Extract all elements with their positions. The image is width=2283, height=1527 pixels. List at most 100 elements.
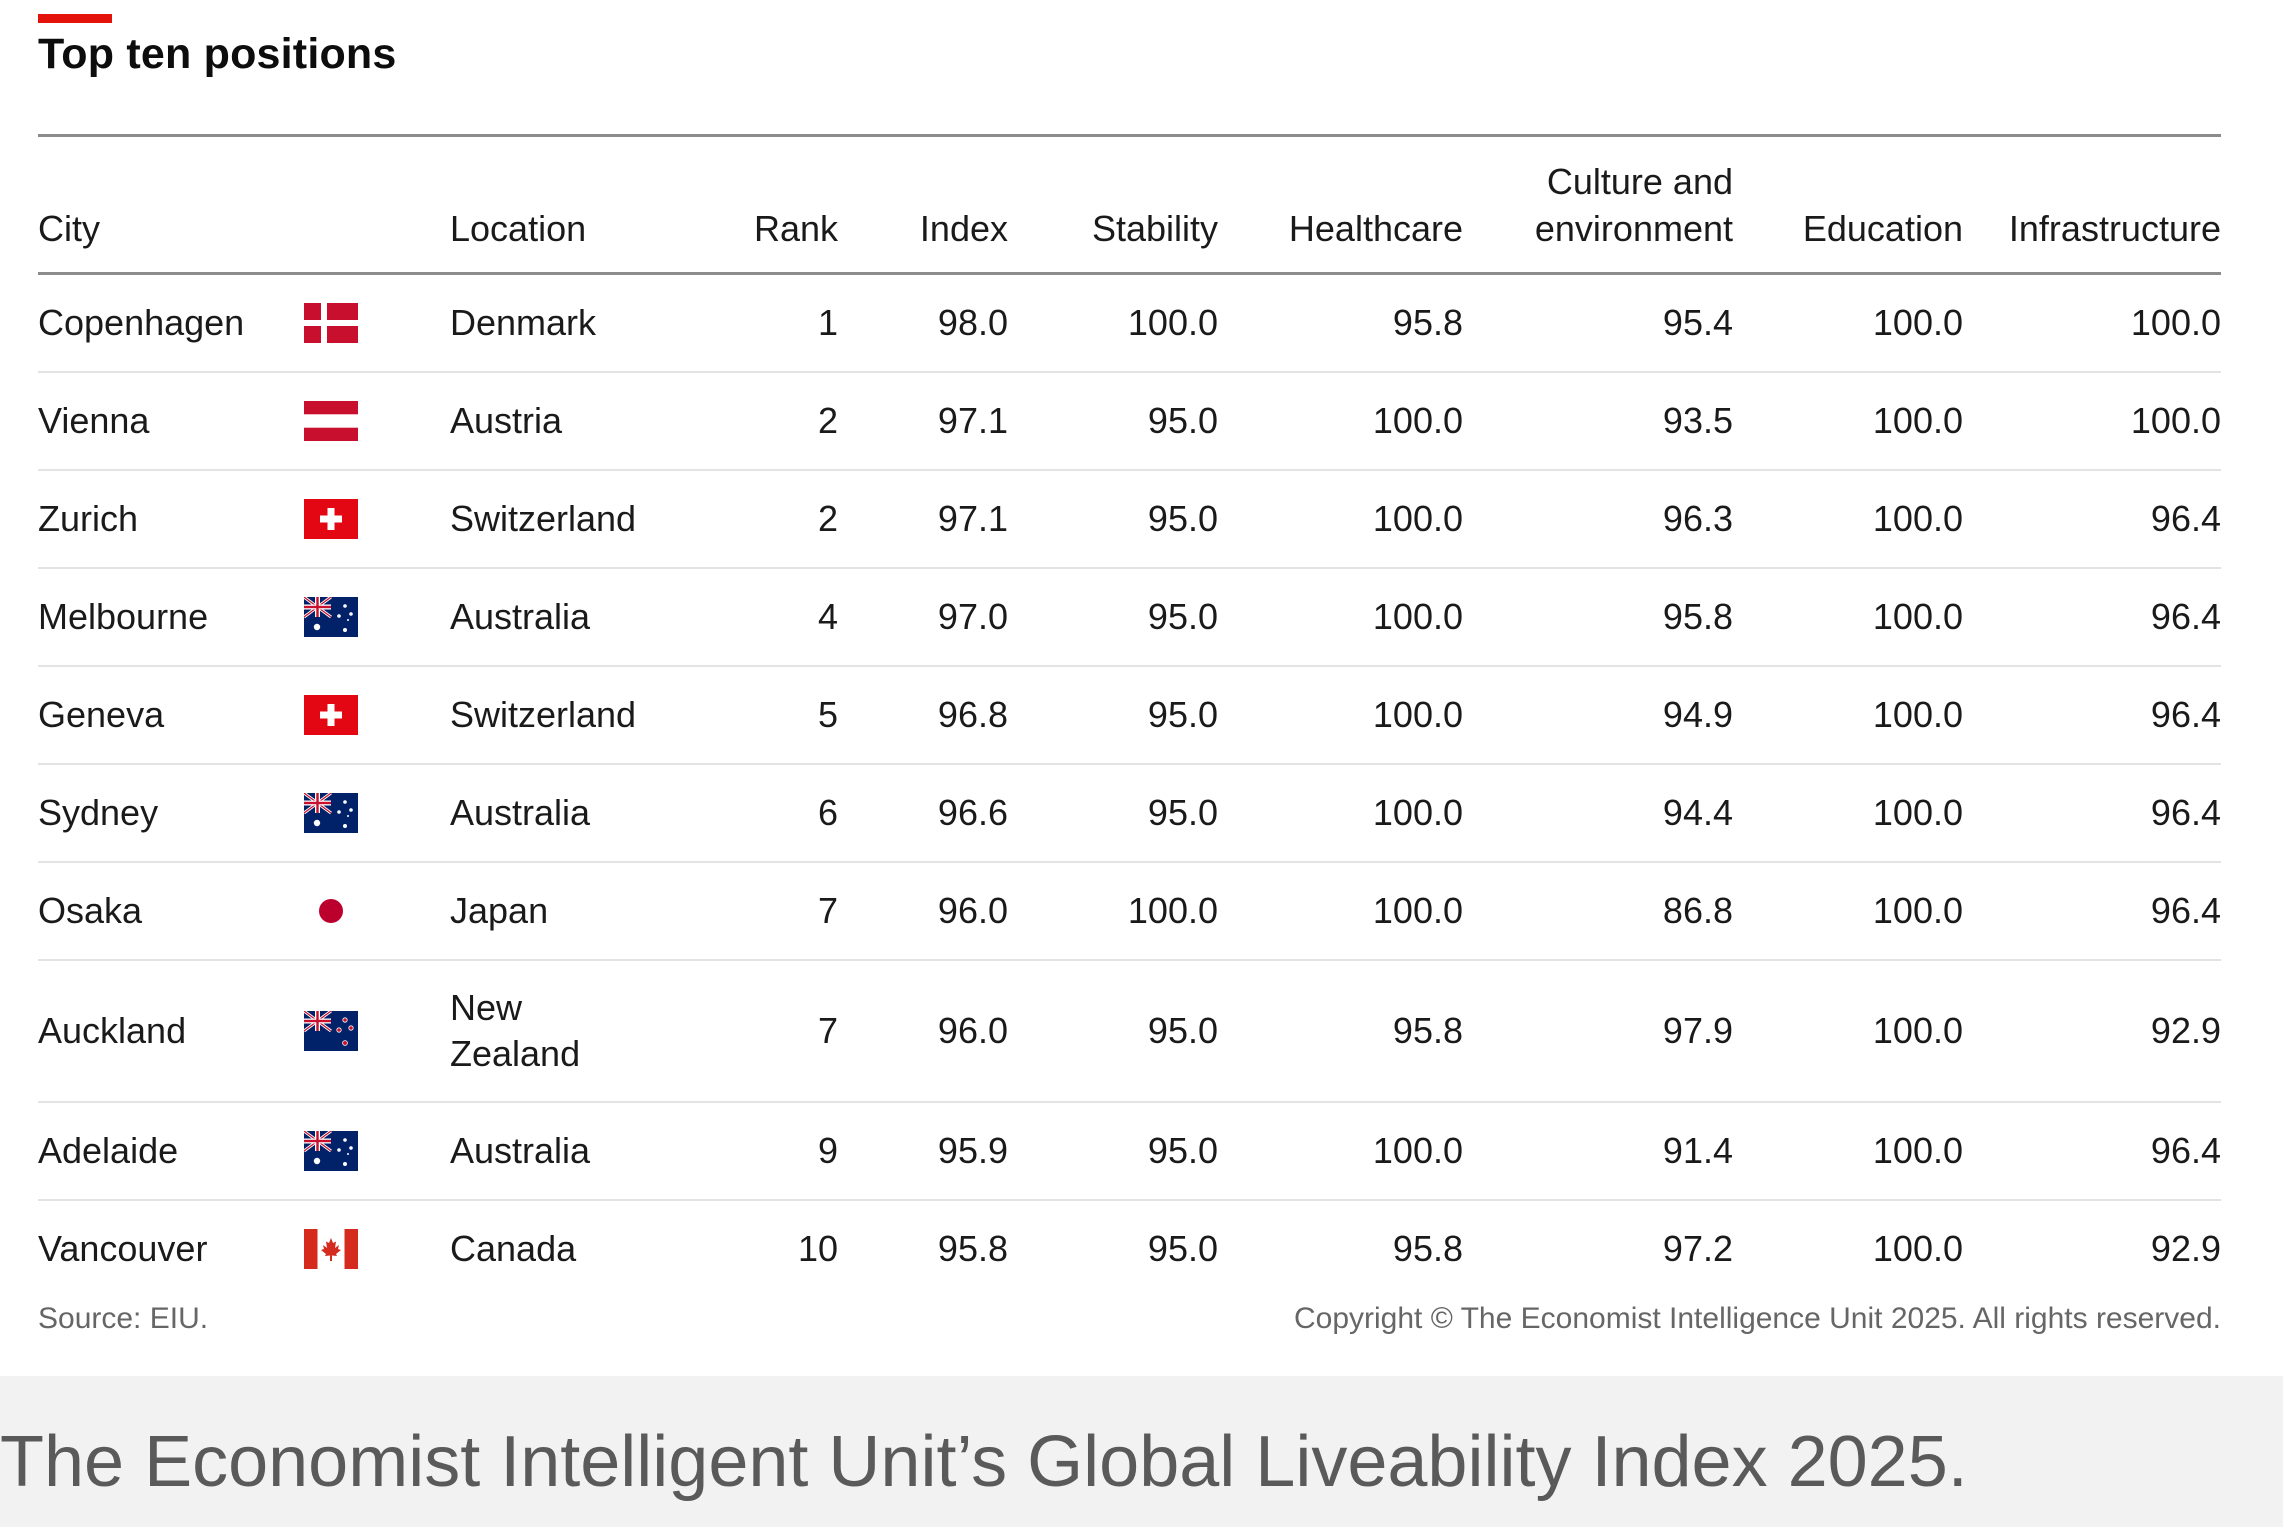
denmark-flag-icon — [304, 303, 358, 343]
stability-cell: 95.0 — [1147, 400, 1218, 441]
table-row: Zurich Switzerland 2 97.1 95.0 100.0 96.… — [38, 471, 2221, 569]
culture-cell: 86.8 — [1662, 890, 1733, 931]
education-cell: 100.0 — [1872, 596, 1963, 637]
rank-cell: 1 — [817, 302, 838, 343]
healthcare-cell: 100.0 — [1372, 694, 1463, 735]
education-cell: 100.0 — [1872, 792, 1963, 833]
infrastructure-cell: 96.4 — [2150, 498, 2221, 539]
stability-cell: 95.0 — [1147, 1130, 1218, 1171]
header-location: Location — [450, 208, 587, 249]
city-cell: Copenhagen — [38, 302, 245, 343]
accent-bar — [38, 14, 112, 23]
header-culture-line2: environment — [1534, 208, 1733, 249]
location-cell: Australia — [450, 792, 591, 833]
table-row: Adelaide Australia 9 95.9 95.0 100.0 91.… — [38, 1103, 2221, 1201]
header-index: Index — [919, 208, 1008, 249]
table-row: Auckland New Zealand 7 96.0 95.0 95.8 97… — [38, 961, 2221, 1103]
stability-cell: 95.0 — [1147, 498, 1218, 539]
rank-cell: 7 — [817, 890, 838, 931]
table-row: Geneva Switzerland 5 96.8 95.0 100.0 94.… — [38, 667, 2221, 765]
culture-cell: 95.4 — [1662, 302, 1733, 343]
source-note: Source: EIU. — [38, 1302, 209, 1335]
australia-flag-icon — [304, 793, 358, 833]
education-cell: 100.0 — [1872, 302, 1963, 343]
healthcare-cell: 100.0 — [1372, 890, 1463, 931]
city-cell: Vienna — [38, 400, 150, 441]
index-cell: 97.0 — [937, 596, 1008, 637]
index-cell: 97.1 — [937, 498, 1008, 539]
city-cell: Auckland — [38, 1010, 187, 1051]
rank-cell: 5 — [817, 694, 838, 735]
location-cell: Australia — [450, 596, 591, 637]
culture-cell: 94.4 — [1662, 792, 1733, 833]
table-row: Melbourne Australia 4 97.0 95.0 100.0 95… — [38, 569, 2221, 667]
austria-flag-icon — [304, 401, 358, 441]
index-cell: 97.1 — [937, 400, 1008, 441]
location-cell: Canada — [450, 1228, 577, 1269]
top-rule — [38, 134, 2221, 137]
education-cell: 100.0 — [1872, 498, 1963, 539]
healthcare-cell: 100.0 — [1372, 498, 1463, 539]
city-cell: Zurich — [38, 498, 139, 539]
table-row: Sydney Australia 6 96.6 95.0 100.0 94.4 … — [38, 765, 2221, 863]
header-rule — [38, 272, 2221, 275]
rank-cell: 7 — [817, 1010, 838, 1051]
education-cell: 100.0 — [1872, 1130, 1963, 1171]
city-cell: Geneva — [38, 694, 165, 735]
education-cell: 100.0 — [1872, 400, 1963, 441]
culture-cell: 91.4 — [1662, 1130, 1733, 1171]
healthcare-cell: 95.8 — [1392, 302, 1463, 343]
healthcare-cell: 95.8 — [1392, 1010, 1463, 1051]
culture-cell: 95.8 — [1662, 596, 1733, 637]
australia-flag-icon — [304, 1131, 358, 1171]
healthcare-cell: 100.0 — [1372, 1130, 1463, 1171]
rank-cell: 6 — [817, 792, 838, 833]
rank-cell: 2 — [817, 498, 838, 539]
culture-cell: 93.5 — [1662, 400, 1733, 441]
new-zealand-flag-icon — [304, 1011, 358, 1051]
index-cell: 96.0 — [937, 1010, 1008, 1051]
table-row: Vancouver Canada 10 95.8 95.0 95.8 97.2 … — [38, 1201, 2221, 1297]
index-cell: 95.9 — [937, 1130, 1008, 1171]
culture-cell: 97.9 — [1662, 1010, 1733, 1051]
switzerland-flag-icon — [304, 695, 358, 735]
education-cell: 100.0 — [1872, 1228, 1963, 1269]
culture-cell: 97.2 — [1662, 1228, 1733, 1269]
stability-cell: 95.0 — [1147, 1010, 1218, 1051]
location-cell: New Zealand — [450, 961, 580, 1101]
index-cell: 95.8 — [937, 1228, 1008, 1269]
location-line2: Zealand — [450, 1033, 581, 1074]
stability-cell: 95.0 — [1147, 1228, 1218, 1269]
education-cell: 100.0 — [1872, 1010, 1963, 1051]
index-cell: 98.0 — [937, 302, 1008, 343]
stability-cell: 95.0 — [1147, 792, 1218, 833]
infrastructure-cell: 96.4 — [2150, 1130, 2221, 1171]
index-cell: 96.6 — [937, 792, 1008, 833]
index-cell: 96.8 — [937, 694, 1008, 735]
city-cell: Osaka — [38, 890, 143, 931]
japan-flag-icon — [304, 891, 358, 931]
location-cell: Switzerland — [450, 498, 637, 539]
header-city: City — [38, 208, 100, 249]
stability-cell: 95.0 — [1147, 694, 1218, 735]
location-line1: New — [450, 987, 523, 1028]
liveability-table-card: Top ten positions City Location Rank Ind… — [38, 14, 2221, 1335]
header-healthcare: Healthcare — [1288, 208, 1463, 249]
table-row: Osaka Japan 7 96.0 100.0 100.0 86.8 100.… — [38, 863, 2221, 961]
location-cell: Australia — [450, 1130, 591, 1171]
copyright-note: Copyright © The Economist Intelligence U… — [1293, 1302, 2221, 1335]
infrastructure-cell: 100.0 — [2130, 302, 2221, 343]
rank-cell: 4 — [817, 596, 838, 637]
infrastructure-cell: 96.4 — [2150, 792, 2221, 833]
table-body: Copenhagen Denmark 1 98.0 100.0 95.8 95.… — [38, 275, 2221, 1297]
infrastructure-cell: 92.9 — [2150, 1228, 2221, 1269]
stability-cell: 95.0 — [1147, 596, 1218, 637]
healthcare-cell: 100.0 — [1372, 792, 1463, 833]
table-header: City Location Rank Index Stability Healt… — [38, 138, 2221, 272]
canada-flag-icon — [304, 1229, 358, 1269]
healthcare-cell: 100.0 — [1372, 400, 1463, 441]
city-cell: Adelaide — [38, 1130, 179, 1171]
healthcare-cell: 100.0 — [1372, 596, 1463, 637]
table-title: Top ten positions — [38, 30, 397, 78]
infrastructure-cell: 96.4 — [2150, 596, 2221, 637]
